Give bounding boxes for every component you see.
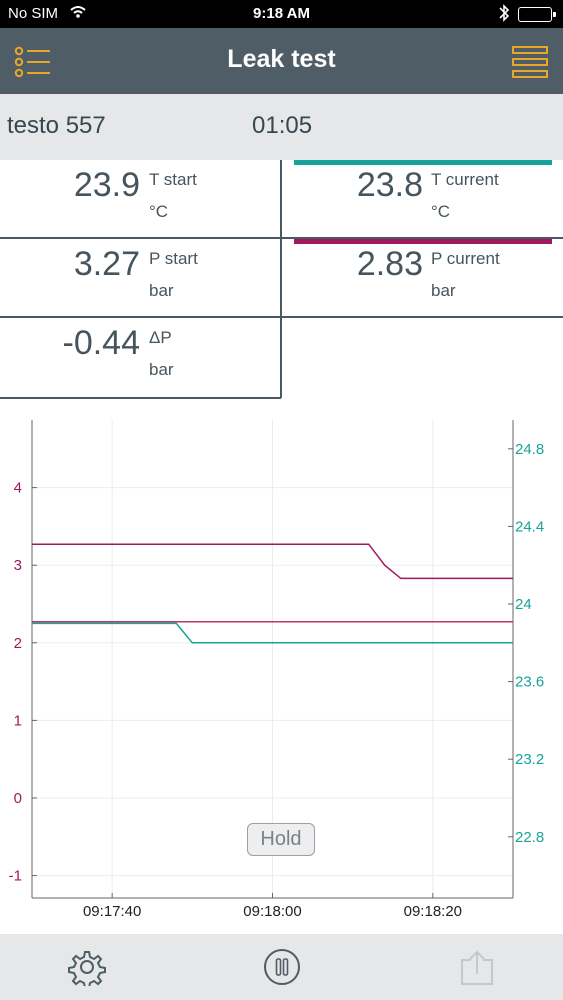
elapsed-time: 01:05 <box>252 112 313 139</box>
info-bar: testo 557 01:05 <box>0 94 563 160</box>
tile-delta-p[interactable]: -0.44 ΔP bar <box>0 318 280 397</box>
p-current-label: P current <box>431 249 500 268</box>
t-current-unit: °C <box>431 202 451 221</box>
delta-p-value: -0.44 <box>62 324 141 362</box>
y-tick-label-right: 23.2 <box>515 751 544 768</box>
x-tick-label: 09:18:20 <box>404 903 462 920</box>
divider <box>0 237 563 239</box>
series-line <box>32 622 513 644</box>
clock: 9:18 AM <box>253 5 310 22</box>
tile-p-start[interactable]: 3.27 P start bar <box>0 239 280 316</box>
y-tick-label-right: 24.8 <box>515 441 544 458</box>
tile-p-current[interactable]: 2.83 P current bar <box>282 239 563 316</box>
bottom-toolbar <box>0 934 563 1000</box>
p-start-label: P start <box>149 249 198 268</box>
device-name: testo 557 <box>7 112 106 139</box>
battery-icon <box>518 7 556 22</box>
p-start-value: 3.27 <box>73 245 140 283</box>
bluetooth-icon <box>498 3 510 27</box>
tile-t-current[interactable]: 23.8 T current °C <box>282 160 563 237</box>
delta-p-label: ΔP <box>149 328 172 347</box>
hold-button[interactable]: Hold <box>247 823 315 856</box>
t-start-label: T start <box>149 170 197 189</box>
x-tick-label: 09:18:00 <box>243 903 301 920</box>
t-current-value: 23.8 <box>356 166 423 204</box>
t-current-color-bar <box>294 160 552 165</box>
x-tick-label: 09:17:40 <box>83 903 141 920</box>
wifi-icon <box>70 4 86 24</box>
page-title: Leak test <box>227 45 336 73</box>
y-tick-label-right: 24.4 <box>515 518 544 535</box>
carrier-label: No SIM <box>8 5 59 22</box>
pause-icon[interactable] <box>263 948 301 986</box>
export-icon[interactable] <box>458 948 496 986</box>
p-current-color-bar <box>294 239 552 244</box>
t-current-label: T current <box>431 170 499 189</box>
t-start-value: 23.9 <box>73 166 140 204</box>
y-tick-label-right: 24 <box>515 596 532 613</box>
y-tick-label-left: 0 <box>14 790 22 807</box>
divider <box>280 160 282 398</box>
p-current-unit: bar <box>431 281 456 300</box>
y-tick-label-left: 3 <box>14 557 22 574</box>
divider <box>0 316 563 318</box>
gear-icon[interactable] <box>68 948 106 989</box>
y-tick-label-left: 1 <box>14 712 22 729</box>
app-header: Leak test <box>0 28 563 94</box>
list-icon[interactable] <box>14 45 52 79</box>
y-tick-label-left: 4 <box>14 480 22 497</box>
y-tick-label-right: 23.6 <box>515 674 544 691</box>
series-line <box>32 543 513 580</box>
hamburger-menu-icon[interactable] <box>512 45 548 79</box>
t-start-unit: °C <box>149 202 169 221</box>
y-tick-label-left: -1 <box>9 868 22 885</box>
y-tick-label-right: 22.8 <box>515 829 544 846</box>
status-bar: No SIM 9:18 AM <box>0 0 563 28</box>
chart[interactable]: -1 0 1 2 3 4 22.8 23.2 23.6 24 24.4 24.8 09:17:40 09:… <box>0 415 563 930</box>
p-start-unit: bar <box>149 281 174 300</box>
p-current-value: 2.83 <box>356 245 423 283</box>
y-tick-label-left: 2 <box>14 635 22 652</box>
delta-p-unit: bar <box>149 360 174 379</box>
divider <box>0 397 281 399</box>
tile-t-start[interactable]: 23.9 T start °C <box>0 160 280 237</box>
